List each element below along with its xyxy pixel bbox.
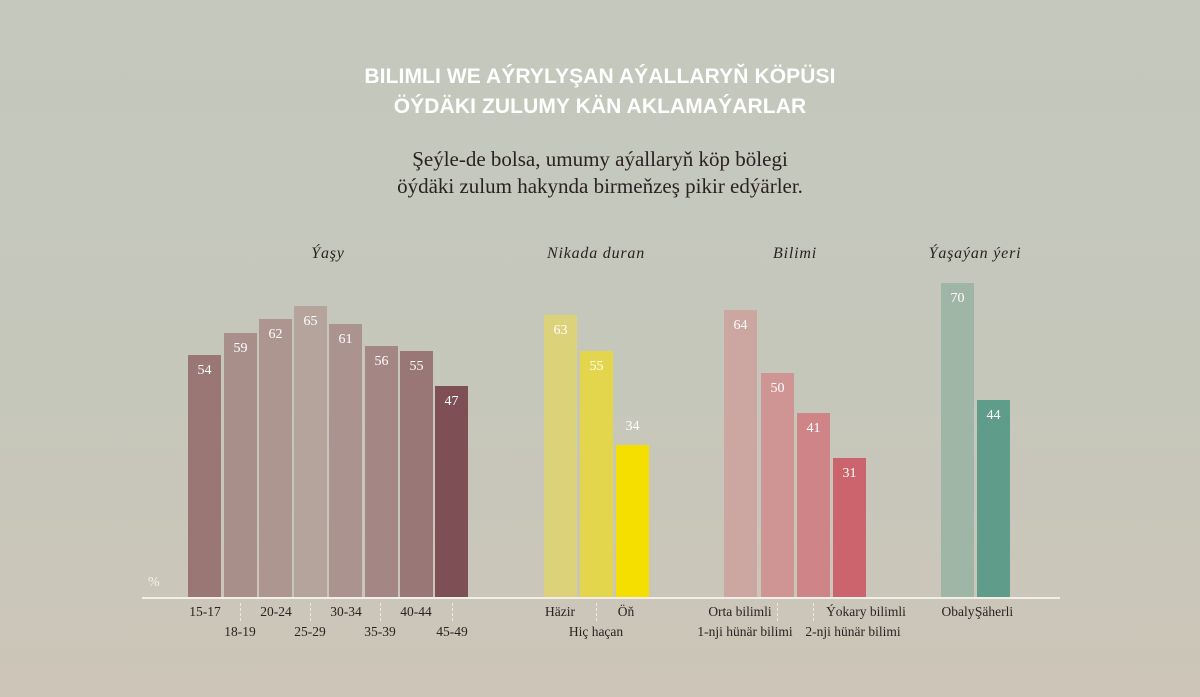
bar-value-label: 34 [625, 419, 640, 434]
bar-age-8: 47 [435, 386, 468, 597]
category-label: 40-44 [400, 604, 432, 619]
bar-age-1: 54 [188, 355, 221, 597]
x-axis-line [142, 597, 1060, 599]
bar-value-label: 44 [986, 408, 1001, 423]
bar-age-4: 65 [294, 306, 327, 597]
bar-value-label: 63 [553, 323, 568, 338]
category-label: 15-17 [189, 604, 221, 619]
category-label: Hiç haçan [568, 624, 624, 639]
bar-residence-16: 70 [941, 283, 974, 597]
category-label: Obaly [941, 604, 975, 619]
bar-marital-9: 63 [544, 315, 577, 597]
bar-marital-10: 55 [580, 351, 613, 597]
bar-value-label: 54 [197, 363, 212, 378]
axis-tick-separator [596, 603, 597, 621]
bar-education-12: 64 [724, 310, 757, 597]
bar-value-label: 41 [806, 421, 821, 436]
group-title-education: Bilimi [773, 245, 817, 262]
title-line-2: ÖÝDÄKI ZULUMY KÄN AKLAMAÝARLAR [393, 95, 807, 118]
category-label: Öň [617, 604, 635, 619]
axis-tick-separator [240, 603, 241, 621]
bar-age-6: 56 [365, 346, 398, 597]
subtitle-line-1: Şeýle-de bolsa, umumy aýallaryň köp böle… [412, 147, 788, 171]
subtitle-line-2: öýdäki zulum hakynda birmeňzeş pikir edý… [397, 174, 803, 198]
category-label: 45-49 [436, 624, 468, 639]
axis-tick-separator [380, 603, 381, 621]
axis-tick-separator [777, 603, 778, 621]
category-label: Orta bilimli [708, 604, 772, 619]
bar-age-5: 61 [329, 324, 362, 597]
bar-value-label: 59 [233, 341, 248, 356]
bar-residence-17: 44 [977, 400, 1010, 597]
bar-age-2: 59 [224, 333, 257, 597]
bar-value-label: 70 [950, 291, 965, 306]
bar-value-label: 62 [268, 327, 283, 342]
category-label: Häzir [545, 604, 575, 619]
group-title-age: Ýaşy [311, 245, 345, 262]
bar-value-label: 61 [338, 332, 353, 347]
bar-value-label: 47 [444, 394, 459, 409]
category-label: 20-24 [260, 604, 292, 619]
bar-value-label: 50 [770, 381, 785, 396]
axis-tick-separator [452, 603, 453, 621]
bar-age-3: 62 [259, 319, 292, 597]
category-label: 18-19 [224, 624, 256, 639]
y-unit-label: % [148, 575, 160, 590]
axis-tick-separator [310, 603, 311, 621]
group-title-residence: Ýaşaýan ýeri [928, 245, 1022, 262]
bar-education-13: 50 [761, 373, 794, 597]
bar-value-label: 56 [374, 354, 389, 369]
axis-tick-separator [813, 603, 814, 621]
chart-subtitle: Şeýle-de bolsa, umumy aýallaryň köp böle… [0, 146, 1200, 200]
bar-value-label: 55 [409, 359, 424, 374]
category-label: 35-39 [364, 624, 396, 639]
bar-value-label: 64 [733, 318, 748, 333]
group-title-marital: Nikada duran [546, 245, 646, 262]
bar-age-7: 55 [400, 351, 433, 597]
category-label: 30-34 [330, 604, 362, 619]
bar-value-label: 65 [303, 314, 318, 329]
bar-marital-11: 34 [616, 419, 649, 597]
bar-education-14: 41 [797, 413, 830, 597]
bar-education-15: 31 [833, 458, 866, 597]
category-label: 25-29 [294, 624, 326, 639]
bar-value-label: 55 [589, 359, 604, 374]
title-line-1: BILIMLI WE AÝRYLYŞAN AÝALLARYŇ KÖPÜSI [364, 65, 836, 88]
category-label: Şäherli [974, 604, 1014, 619]
category-label: 2-nji hünär bilimi [805, 624, 901, 639]
category-label: Ýokary bilimli [826, 604, 906, 619]
category-label: 1-nji hünär bilimi [697, 624, 793, 639]
bar-value-label: 31 [842, 466, 857, 481]
chart-title: BILIMLI WE AÝRYLYŞAN AÝALLARYŇ KÖPÜSI ÖÝ… [0, 62, 1200, 122]
